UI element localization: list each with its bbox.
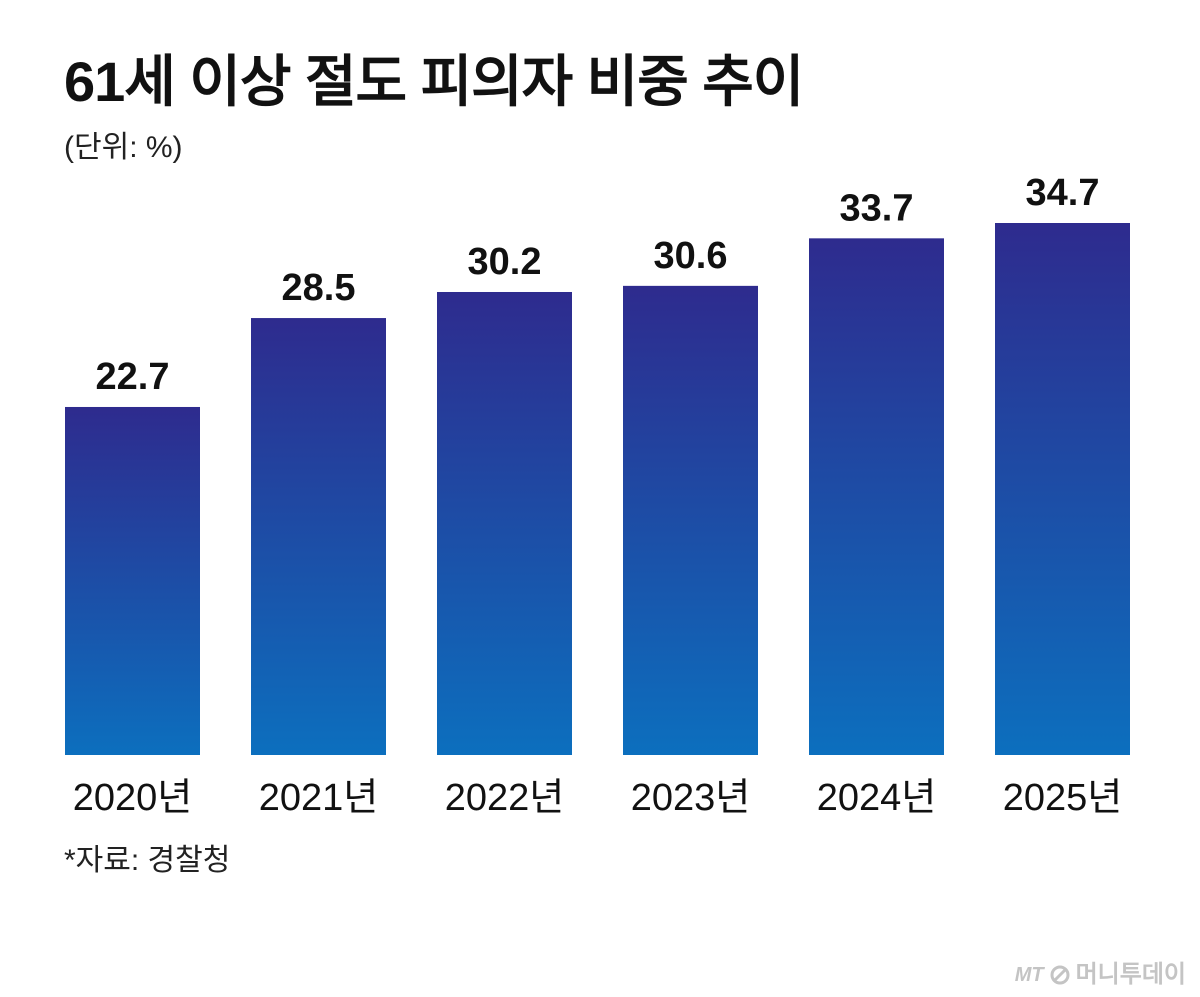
bar-2023년 <box>623 285 758 755</box>
bar-2021년 <box>251 318 386 755</box>
x-tick-label: 2025년 <box>1003 777 1123 819</box>
brand-mt-mark: MT <box>1014 964 1044 986</box>
brand-watermark: MT 머니투데이 <box>1015 963 1186 987</box>
x-tick-label: 2021년 <box>259 777 379 819</box>
value-label: 30.6 <box>654 235 728 277</box>
x-tick-label: 2022년 <box>445 777 565 819</box>
brand-name: 머니투데이 <box>1075 961 1186 988</box>
x-tick-label: 2020년 <box>73 777 193 819</box>
value-label: 34.7 <box>1026 172 1100 214</box>
value-label: 28.5 <box>282 267 356 309</box>
bar-2025년 <box>995 223 1130 755</box>
bar-2022년 <box>437 291 572 755</box>
unit-label: (단위: %) <box>64 131 183 164</box>
bar-2020년 <box>65 406 200 755</box>
mt-logo-icon <box>1050 965 1070 985</box>
source-note: *자료: 경찰청 <box>64 844 231 877</box>
x-tick-label: 2023년 <box>631 777 751 819</box>
x-tick-label: 2024년 <box>817 777 937 819</box>
value-label: 33.7 <box>840 187 914 229</box>
chart-title: 61세 이상 절도 피의자 비중 추이 <box>64 50 804 113</box>
bar-series: 22.7 2020년 28.5 2021년 30.2 2022년 30.6 2023년 33.7… <box>65 172 1130 819</box>
value-label: 22.7 <box>96 356 170 398</box>
bar-2024년 <box>809 238 944 755</box>
value-label: 30.2 <box>468 241 542 283</box>
